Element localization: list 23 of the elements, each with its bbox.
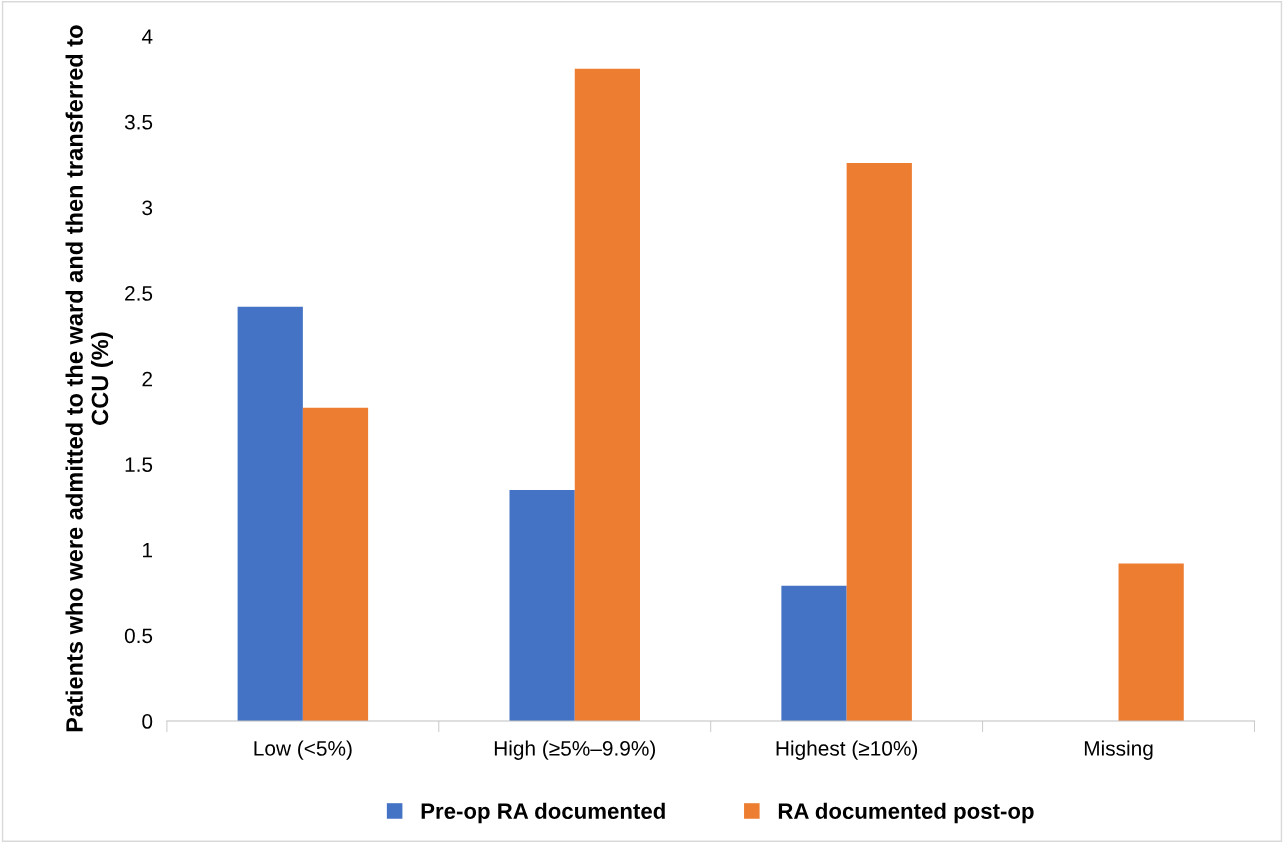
legend-label: Pre-op RA documented	[421, 802, 665, 824]
y-tick-label: 3.5	[124, 114, 153, 130]
bar	[302, 407, 369, 722]
x-tick-label: Low (<5%)	[254, 740, 352, 760]
y-tick-label: 2.5	[125, 286, 153, 301]
bar	[1118, 563, 1184, 722]
y-tick-label: 3	[142, 200, 153, 216]
y-tick-label: 0	[142, 714, 153, 729]
bar	[846, 162, 912, 722]
x-tick-label: Missing	[1084, 740, 1153, 760]
bar	[574, 68, 640, 722]
y-axis-title: Patients who were admitted to the ward and then transferred to CCU (%)	[65, 25, 113, 732]
x-tick-label: Highest (≥10%)	[776, 740, 918, 760]
y-tick-label: 0.5	[124, 628, 153, 644]
bar	[237, 306, 303, 722]
bar	[509, 489, 575, 722]
y-tick-label: 1	[143, 543, 153, 558]
x-tick-label: High (≥5%–9.9%)	[494, 740, 656, 760]
y-tick-label: 4	[141, 29, 153, 44]
y-tick-label: 2	[142, 371, 152, 387]
legend-label: RA documented post-op	[778, 802, 1034, 824]
bar	[781, 585, 847, 722]
y-tick-label: 1.5	[125, 457, 153, 472]
